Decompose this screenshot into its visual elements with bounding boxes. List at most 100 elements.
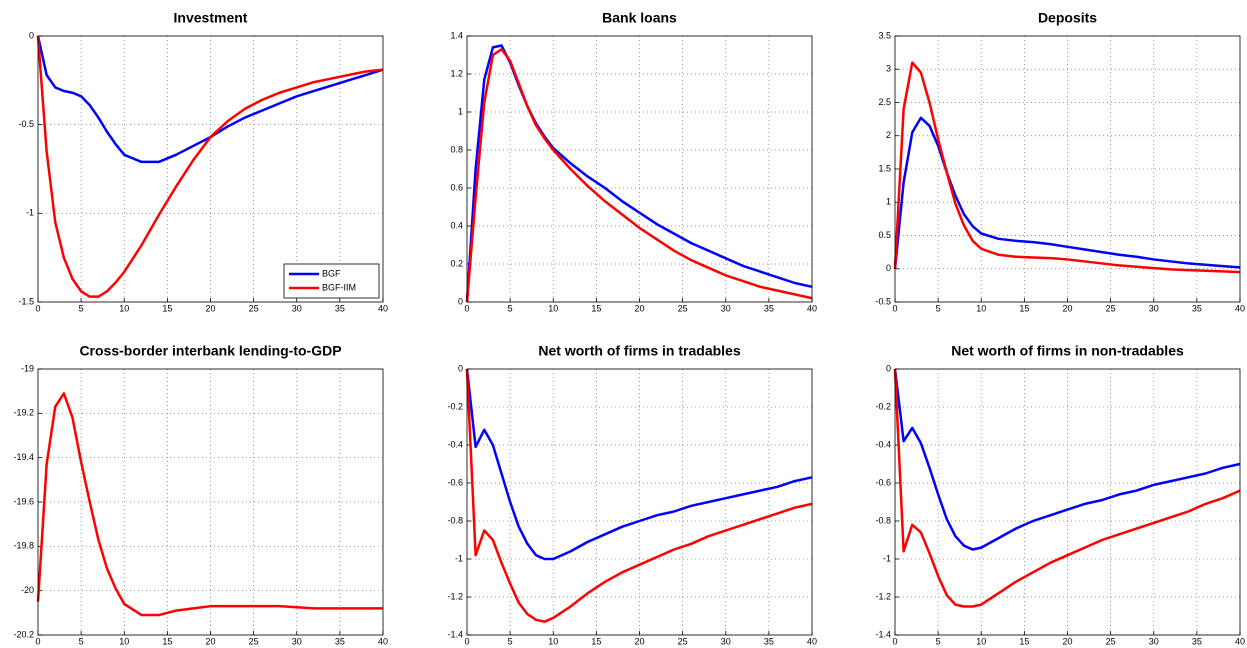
plot-frame	[466, 35, 813, 303]
plot-frame	[37, 35, 384, 303]
x-tick-label: 30	[292, 636, 302, 646]
y-tick-label: 0.5	[878, 230, 891, 240]
y-tick-label: -19.4	[13, 452, 34, 462]
legend-box	[283, 263, 380, 299]
y-tick-label: 1	[886, 197, 891, 207]
chart-title: Net worth of firms in tradables	[538, 343, 740, 359]
y-tick-label: -1.2	[447, 591, 463, 601]
x-tick-label: 30	[721, 303, 731, 313]
x-tick-label: 15	[1019, 636, 1029, 646]
x-tick-label: 25	[678, 303, 688, 313]
y-tick-label: 0.2	[450, 258, 463, 268]
series-line	[465, 368, 813, 623]
x-tick-label: 15	[1019, 303, 1029, 313]
x-tick-label: 15	[591, 636, 601, 646]
y-tick-label: -1	[455, 553, 463, 563]
chart-title: Deposits	[1038, 10, 1097, 26]
y-tick-label: 1.2	[450, 68, 463, 78]
x-tick-label: 35	[1192, 636, 1202, 646]
x-tick-label: 0	[892, 636, 897, 646]
y-tick-label: -19.6	[13, 496, 34, 506]
x-tick-label: 5	[79, 636, 84, 646]
x-tick-label: 15	[162, 636, 172, 646]
x-tick-label: 5	[79, 303, 84, 313]
x-tick-label: 35	[764, 303, 774, 313]
x-tick-label: 30	[721, 636, 731, 646]
y-tick-label: 1.4	[450, 30, 463, 40]
y-tick-label: -1.2	[875, 591, 891, 601]
y-tick-label: 1.5	[878, 163, 891, 173]
x-tick-label: 0	[464, 303, 469, 313]
y-tick-label: 0	[29, 30, 34, 40]
x-tick-label: 0	[35, 636, 40, 646]
x-tick-label: 40	[807, 636, 817, 646]
chart-title: Investment	[174, 10, 248, 26]
x-tick-label: 30	[1149, 636, 1159, 646]
x-tick-label: 25	[1106, 303, 1116, 313]
series-line	[893, 368, 1241, 608]
series-line	[36, 35, 384, 164]
x-tick-label: 15	[591, 303, 601, 313]
x-tick-label: 40	[807, 303, 817, 313]
x-tick-label: 10	[119, 303, 129, 313]
y-tick-label: -1.4	[447, 629, 463, 639]
legend-label: BGF	[322, 268, 341, 278]
y-tick-label: -0.8	[447, 515, 463, 525]
x-tick-label: 40	[1235, 636, 1245, 646]
plot-frame	[466, 368, 813, 636]
series-line	[893, 61, 1241, 274]
y-tick-label: -20.2	[13, 629, 34, 639]
x-tick-label: 5	[936, 636, 941, 646]
series-line	[465, 44, 813, 303]
x-tick-label: 10	[976, 303, 986, 313]
x-tick-label: 30	[1149, 303, 1159, 313]
chart-title: Bank loans	[602, 10, 677, 26]
y-tick-label: -0.8	[875, 515, 891, 525]
y-tick-label: -0.6	[875, 477, 891, 487]
y-tick-label: 0	[886, 263, 891, 273]
y-tick-label: -19	[21, 363, 34, 373]
x-tick-label: 40	[1235, 303, 1245, 313]
y-tick-label: -0.4	[875, 439, 891, 449]
y-tick-label: 0.8	[450, 144, 463, 154]
y-tick-label: 3.5	[878, 30, 891, 40]
x-tick-label: 35	[1192, 303, 1202, 313]
y-tick-label: 0.6	[450, 182, 463, 192]
y-tick-label: 0	[458, 363, 463, 373]
y-tick-label: 0.4	[450, 220, 463, 230]
series-line	[465, 368, 813, 561]
chart-title: Net worth of firms in non-tradables	[951, 343, 1184, 359]
y-tick-label: -0.2	[447, 401, 463, 411]
series-line	[36, 392, 383, 617]
x-tick-label: 20	[634, 636, 644, 646]
y-tick-label: -1	[26, 208, 34, 218]
x-tick-label: 15	[162, 303, 172, 313]
y-tick-label: 1	[458, 106, 463, 116]
x-tick-label: 25	[1106, 636, 1116, 646]
series-line	[893, 116, 1241, 269]
series-line	[465, 48, 813, 303]
x-tick-label: 20	[205, 636, 215, 646]
legend-label: BGF-IIM	[322, 282, 356, 292]
chart-title: Cross-border interbank lending-to-GDP	[79, 343, 341, 359]
x-tick-label: 40	[378, 636, 388, 646]
series-line	[36, 35, 384, 298]
x-tick-label: 10	[119, 636, 129, 646]
x-tick-label: 20	[1062, 636, 1072, 646]
x-tick-label: 35	[335, 303, 345, 313]
y-tick-label: 2	[886, 130, 891, 140]
x-tick-label: 5	[508, 303, 513, 313]
x-tick-label: 40	[378, 303, 388, 313]
y-tick-label: 2.5	[878, 97, 891, 107]
y-tick-label: -1	[883, 553, 891, 563]
x-tick-label: 25	[249, 303, 259, 313]
y-tick-label: 0	[458, 296, 463, 306]
y-tick-label: -0.4	[447, 439, 463, 449]
x-tick-label: 25	[678, 636, 688, 646]
y-tick-label: -0.2	[875, 401, 891, 411]
x-tick-label: 0	[464, 636, 469, 646]
y-tick-label: 0	[886, 363, 891, 373]
x-tick-label: 5	[936, 303, 941, 313]
y-tick-label: -1.5	[18, 296, 34, 306]
